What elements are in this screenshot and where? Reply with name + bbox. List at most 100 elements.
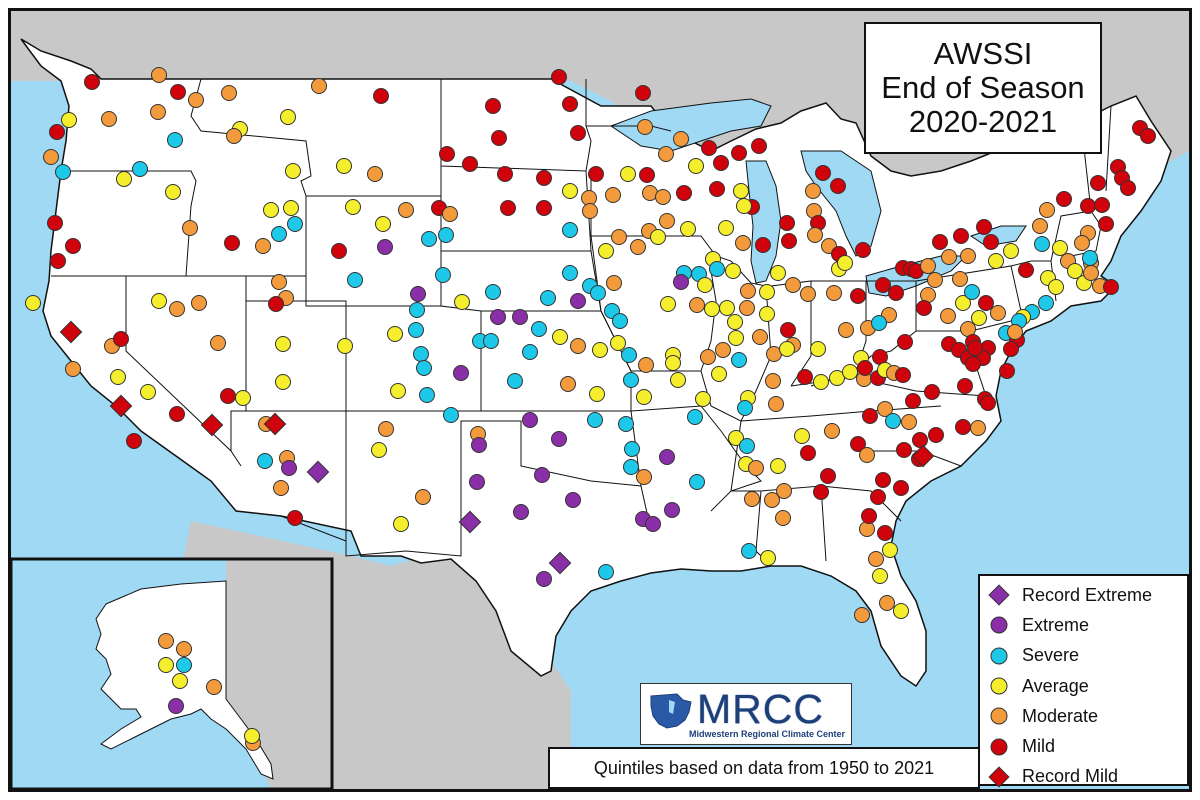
mild-station-marker (536, 170, 552, 186)
average-station-marker (610, 335, 626, 351)
mild-station-marker (896, 442, 912, 458)
mild-station-marker (373, 88, 389, 104)
legend-item: Record Extreme (986, 580, 1181, 610)
moderate-station-marker (960, 248, 976, 264)
average-station-marker (1067, 263, 1083, 279)
mild-station-marker (983, 234, 999, 250)
extreme-station-marker (565, 492, 581, 508)
mild-station-marker (830, 178, 846, 194)
mild-station-marker (1003, 341, 1019, 357)
moderate-station-marker (940, 308, 956, 324)
moderate-station-marker (768, 396, 784, 412)
mild-station-marker (224, 235, 240, 251)
mild-station-marker (820, 468, 836, 484)
extreme-station-marker (570, 293, 586, 309)
severe-station-marker (1034, 236, 1050, 252)
average-station-marker (390, 383, 406, 399)
average-station-marker (971, 310, 987, 326)
mild-station-marker (126, 433, 142, 449)
moderate-station-marker (824, 423, 840, 439)
average-station-marker (387, 326, 403, 342)
extreme-station-marker (522, 412, 538, 428)
average-station-marker (770, 265, 786, 281)
moderate-station-marker (150, 104, 166, 120)
moderate-station-marker (582, 203, 598, 219)
mild-station-marker (893, 480, 909, 496)
severe-station-marker (590, 285, 606, 301)
moderate-station-marker (221, 85, 237, 101)
mild-station-marker (639, 167, 655, 183)
moderate-station-marker (807, 227, 823, 243)
average-station-marker (829, 370, 845, 386)
average-station-marker (263, 202, 279, 218)
record-mild-station-marker (200, 413, 224, 437)
severe-station-marker (347, 272, 363, 288)
moderate-station-marker (739, 300, 755, 316)
mild-station-marker (1090, 175, 1106, 191)
data-period-caption: Quintiles based on data from 1950 to 202… (548, 747, 980, 789)
mild-station-marker (1140, 128, 1156, 144)
extreme-station-marker (536, 571, 552, 587)
moderate-station-marker (442, 206, 458, 222)
mild-station-marker (462, 156, 478, 172)
mild-station-marker (976, 219, 992, 235)
mild-station-marker (965, 356, 981, 372)
average-station-marker (759, 284, 775, 300)
average-station-marker (393, 516, 409, 532)
severe-station-marker (737, 400, 753, 416)
moderate-station-marker (273, 480, 289, 496)
alaska-inset (11, 557, 334, 789)
average-station-marker (727, 314, 743, 330)
map-title-box: AWSSI End of Season 2020-2021 (864, 22, 1102, 154)
average-station-marker (728, 330, 744, 346)
mild-station-marker (439, 146, 455, 162)
average-station-marker (116, 171, 132, 187)
severe-station-marker (176, 657, 192, 673)
mild-station-marker (912, 432, 928, 448)
average-station-marker (165, 184, 181, 200)
record-mild-station-marker (263, 412, 287, 436)
mild-station-marker (113, 331, 129, 347)
moderate-station-marker (605, 187, 621, 203)
severe-station-marker (271, 226, 287, 242)
moderate-station-marker (43, 149, 59, 165)
severe-station-marker (621, 347, 637, 363)
moderate-station-marker (659, 213, 675, 229)
moderate-station-marker (715, 342, 731, 358)
extreme-station-marker (490, 309, 506, 325)
severe-station-marker (618, 416, 634, 432)
moderate-station-marker (206, 679, 222, 695)
severe-station-marker (1038, 295, 1054, 311)
moderate-station-marker (271, 274, 287, 290)
legend-item: Average (986, 671, 1181, 701)
mild-station-marker (485, 98, 501, 114)
moderate-station-marker (415, 489, 431, 505)
moderate-station-marker (1083, 265, 1099, 281)
extreme-station-marker (469, 474, 485, 490)
moderate-station-marker (638, 357, 654, 373)
severe-station-marker (507, 373, 523, 389)
average-station-marker (235, 390, 251, 406)
average-station-marker (275, 374, 291, 390)
moderate-station-marker (854, 607, 870, 623)
mild-station-marker (491, 130, 507, 146)
moderate-station-marker (877, 401, 893, 417)
moderate-station-marker (658, 146, 674, 162)
extreme-station-marker (659, 449, 675, 465)
mrcc-logo: MRCC Midwestern Regional Climate Center (640, 683, 852, 745)
yellow-circle-icon (986, 675, 1012, 697)
mild-station-marker (857, 360, 873, 376)
average-station-marker (813, 374, 829, 390)
record-mild-station-marker (109, 394, 133, 418)
extreme-station-marker (377, 239, 393, 255)
severe-station-marker (132, 161, 148, 177)
mild-station-marker (287, 510, 303, 526)
mild-station-marker (978, 295, 994, 311)
mild-station-marker (862, 408, 878, 424)
mild-station-marker (47, 215, 63, 231)
average-station-marker (810, 341, 826, 357)
extreme-station-marker (664, 502, 680, 518)
average-station-marker (275, 336, 291, 352)
legend-item: Moderate (986, 701, 1181, 731)
average-station-marker (589, 386, 605, 402)
